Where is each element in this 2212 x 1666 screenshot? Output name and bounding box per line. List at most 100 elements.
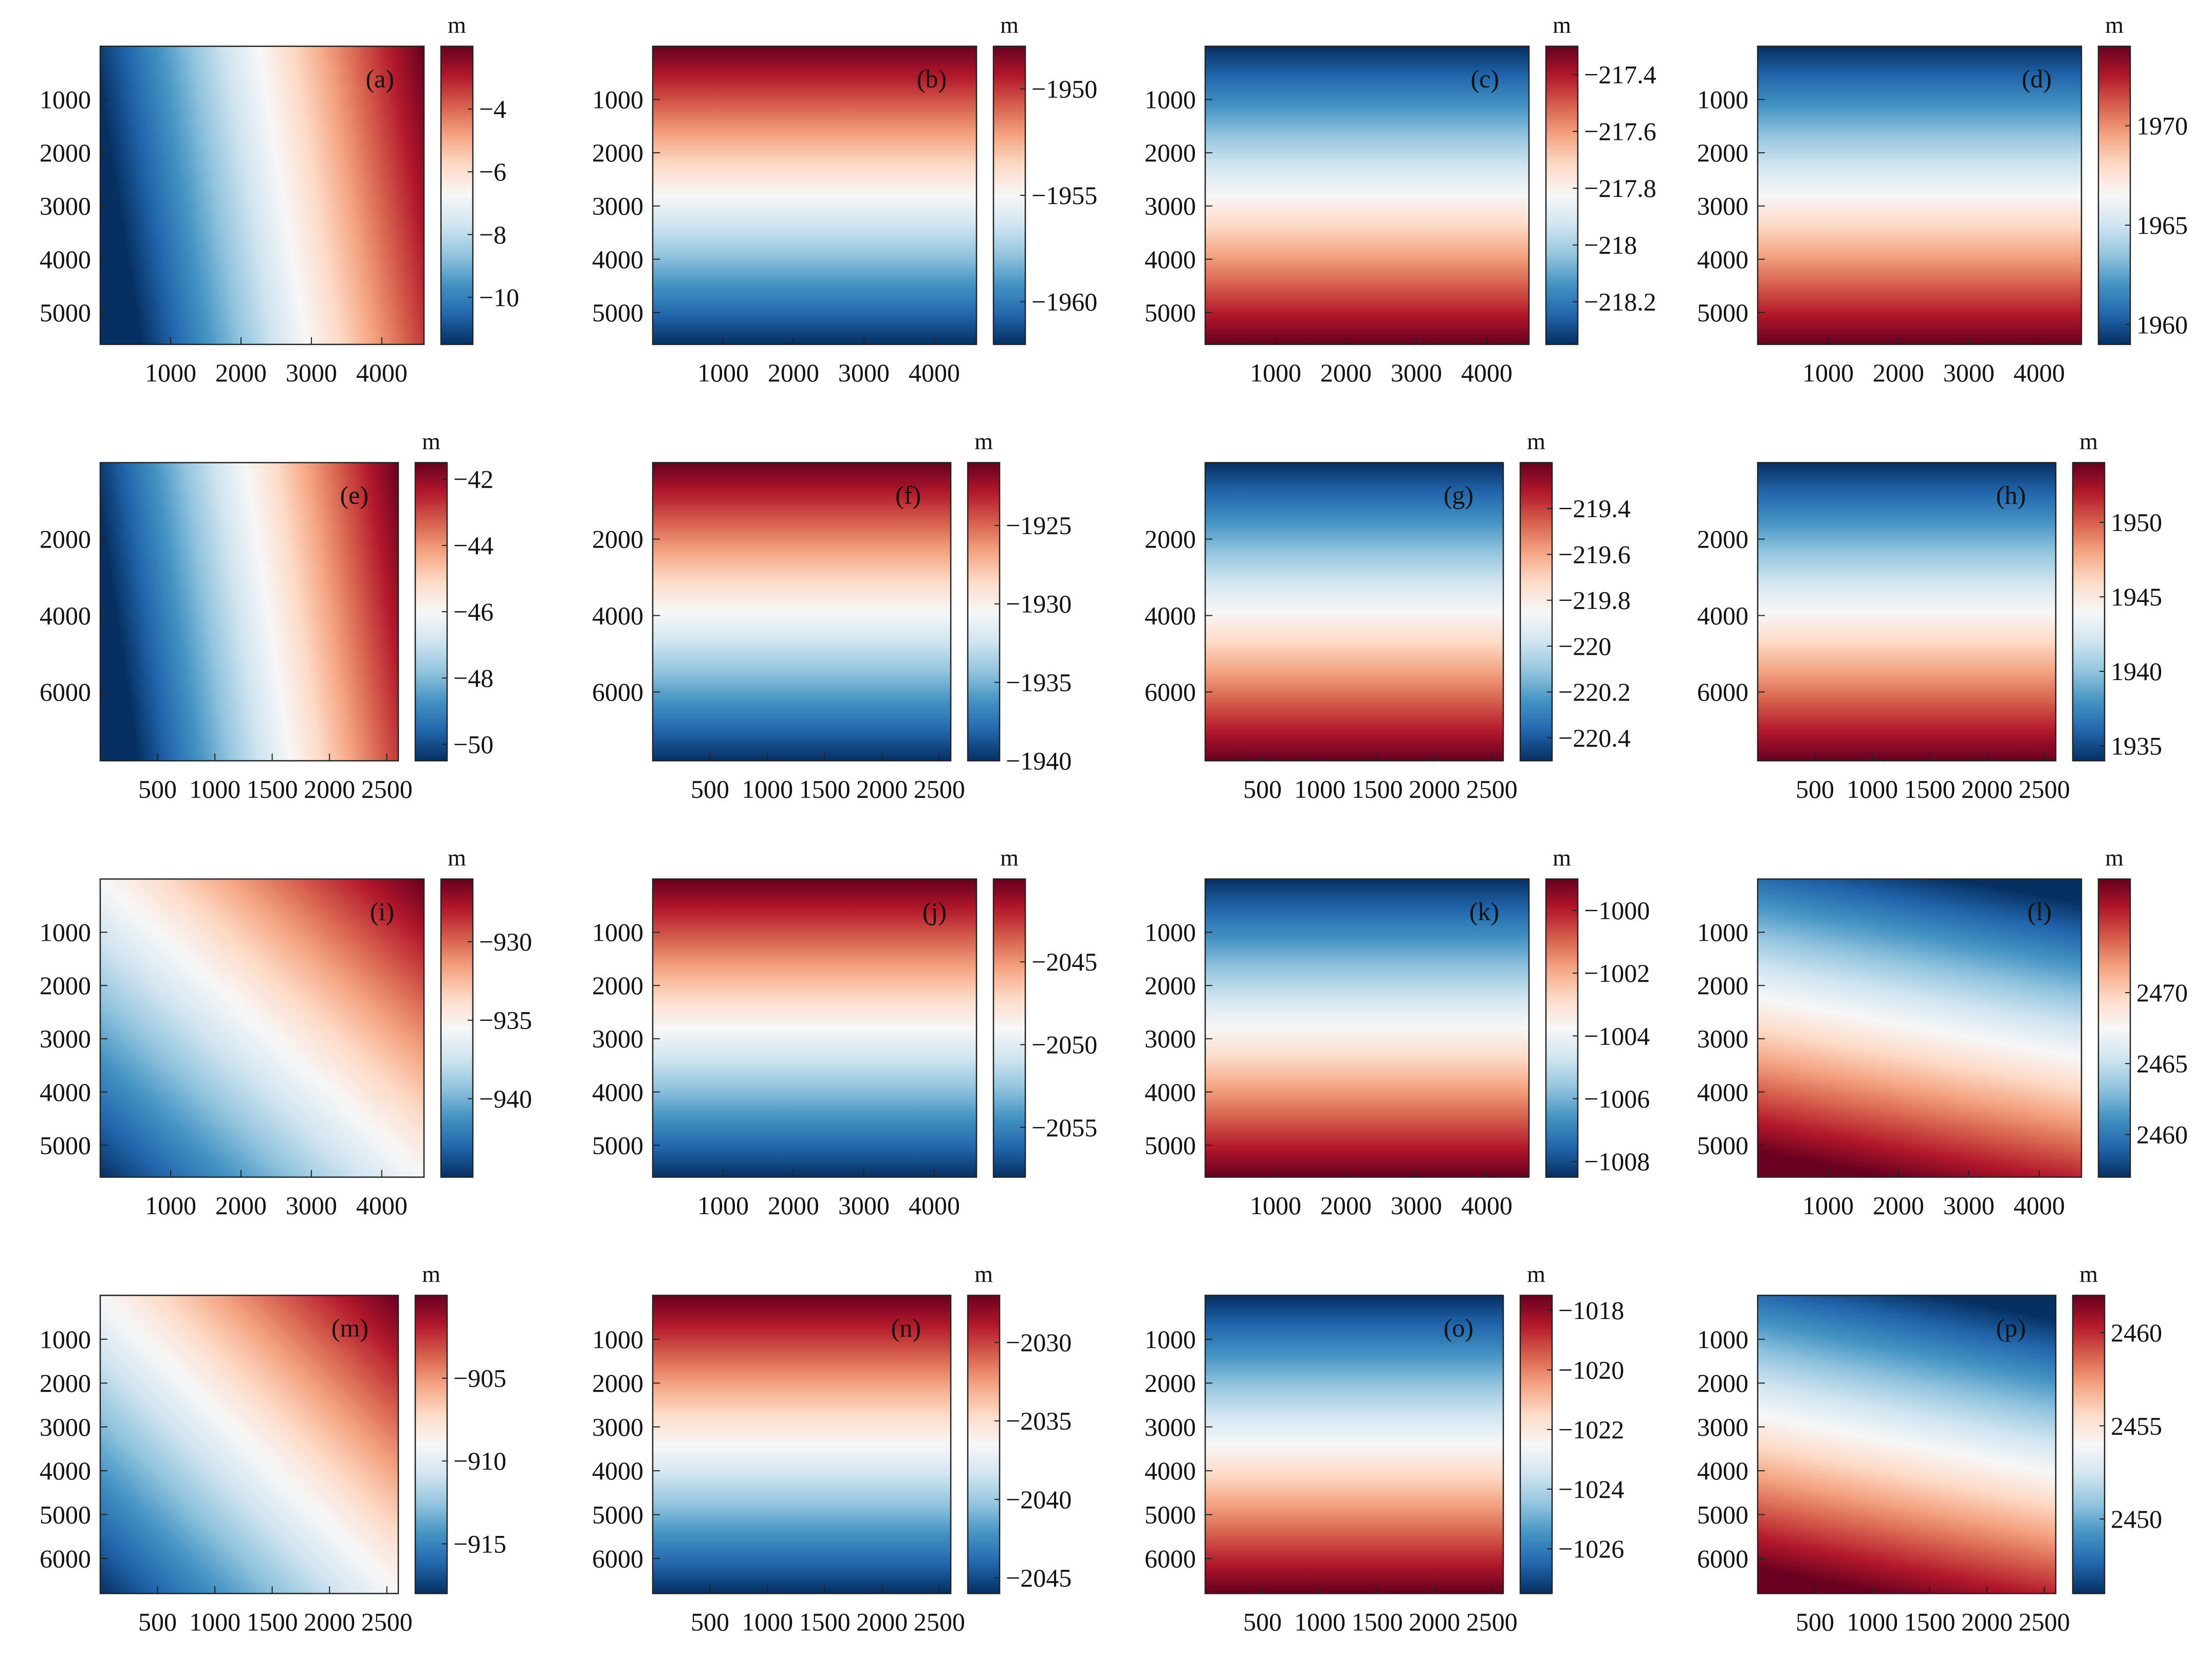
x-tick-label-o: 1000 [1294,1607,1345,1636]
y-tick-label-o: 2000 [1145,1369,1196,1398]
unit-label-p: m [2079,1261,2098,1287]
heatmap-f [653,463,951,761]
panel-label-c: (c) [1471,64,1500,93]
colorbar-p [2073,1295,2105,1594]
y-tick-label-f: 6000 [592,678,643,706]
x-tick-label-g: 1500 [1352,775,1403,803]
colorbar-e [415,463,447,761]
x-tick-label-p: 1000 [1847,1607,1898,1636]
y-tick-label-l: 2000 [1697,971,1748,1000]
x-tick-label-h: 1000 [1847,775,1898,803]
x-tick-label-c: 4000 [1461,358,1513,387]
x-tick-label-a: 2000 [215,358,267,387]
cbar-tick-label-f: −1925 [1006,511,1072,540]
cbar-tick-label-j: −2055 [1031,1113,1097,1142]
x-tick-label-k: 2000 [1320,1191,1372,1220]
y-tick-label-m: 3000 [40,1413,91,1441]
cbar-tick-label-p: 2450 [2111,1505,2162,1533]
colorbar-f [968,463,1000,761]
cbar-tick-label-e: −50 [453,730,493,759]
y-tick-label-e: 4000 [40,601,91,630]
unit-label-g: m [1527,428,1545,454]
x-tick-label-h: 1500 [1904,775,1956,803]
x-tick-label-f: 2500 [914,775,965,803]
panel-n: (n)500 1000 1500 2000 2500100020003000400050… [592,1261,1072,1636]
x-tick-label-o: 2000 [1409,1607,1460,1636]
x-tick-label-p: 2000 [1961,1607,2013,1636]
cbar-tick-label-k: −1006 [1584,1084,1650,1113]
panel-e: (e)500 1000 1500 2000 2500200040006000−50−48… [40,428,493,803]
x-tick-label-m: 1000 [189,1607,241,1636]
cbar-tick-label-j: −2050 [1031,1030,1097,1059]
x-tick-label-i: 2000 [215,1191,267,1220]
y-tick-label-n: 3000 [592,1413,643,1441]
plot-frame-c [1204,45,1530,345]
x-tick-label-b: 1000 [697,358,749,387]
plot-frame-g [1204,462,1504,762]
panel-f: (f)500 1000 1500 2000 2500200040006000−1940−… [592,428,1072,803]
panel-label-f: (f) [895,481,921,509]
colorbar-l [2098,879,2130,1177]
x-tick-label-b: 2000 [768,358,819,387]
heatmap-e [100,463,398,761]
y-tick-label-l: 3000 [1697,1024,1748,1053]
y-tick-label-a: 5000 [40,298,91,327]
heatmap-i [100,879,424,1177]
cbar-tick-label-a: −6 [479,157,506,186]
y-tick-label-d: 3000 [1697,192,1748,221]
y-tick-label-d: 1000 [1697,85,1748,114]
y-tick-label-h: 2000 [1697,525,1748,554]
panel-label-e: (e) [340,481,369,509]
panel-l: (l) 1000 2000 3000 4000 1000 2000 3000 4000 5000 2… [1697,845,2188,1220]
y-tick-label-l: 4000 [1697,1077,1748,1106]
cbar-tick-label-n: −2030 [1006,1328,1072,1357]
y-tick-label-n: 6000 [592,1544,643,1573]
x-tick-label-m: 2500 [361,1607,413,1636]
y-tick-label-c: 5000 [1145,298,1196,327]
plot-frame-d [1757,45,2082,345]
y-tick-label-c: 4000 [1145,245,1196,273]
y-tick-label-c: 1000 [1145,85,1196,114]
cbar-tick-label-n: −2045 [1006,1563,1072,1592]
x-tick-label-l: 3000 [1943,1191,1995,1220]
x-tick-label-d: 2000 [1873,358,1924,387]
colorbar-c [1546,46,1578,344]
x-tick-label-d: 3000 [1943,358,1995,387]
colorbar-frame-g [1519,462,1553,762]
x-tick-label-n: 2000 [856,1607,908,1636]
x-tick-label-g: 1000 [1294,775,1345,803]
colorbar-frame-c [1545,45,1579,345]
x-tick-label-j: 4000 [909,1191,960,1220]
x-tick-label-n: 1500 [799,1607,851,1636]
x-tick-label-f: 2000 [856,775,908,803]
cbar-tick-label-g: −219.8 [1558,586,1631,615]
cbar-tick-label-i: −940 [479,1084,532,1113]
cbar-tick-label-o: −1026 [1558,1534,1624,1563]
y-tick-label-f: 4000 [592,601,643,630]
plot-frame-m [99,1294,399,1595]
y-tick-label-j: 2000 [592,971,643,1000]
y-tick-label-n: 2000 [592,1369,643,1398]
y-tick-label-b: 3000 [592,192,643,221]
unit-label-d: m [2105,12,2124,38]
unit-label-a: m [448,12,466,38]
unit-label-b: m [1000,12,1019,38]
heatmap-g [1205,463,1503,761]
x-tick-label-a: 4000 [356,358,408,387]
colorbar-frame-l [2097,878,2131,1178]
cbar-tick-label-c: −217.6 [1584,117,1656,146]
panel-d: (d) 1000 2000 3000 4000 1000 2000 3000 4000 5000 1… [1697,12,2188,387]
unit-label-m: m [422,1261,440,1287]
plot-frame-i [99,878,425,1178]
x-tick-label-g: 2000 [1409,775,1460,803]
cbar-tick-label-h: 1945 [2111,582,2162,611]
unit-label-k: m [1553,845,1571,871]
y-tick-label-o: 1000 [1145,1325,1196,1353]
y-tick-label-h: 6000 [1697,678,1748,706]
x-tick-label-b: 3000 [838,358,890,387]
x-tick-label-f: 1500 [799,775,851,803]
cbar-tick-label-k: −1004 [1584,1021,1650,1050]
y-tick-label-p: 1000 [1697,1325,1748,1353]
x-tick-label-d: 4000 [2014,358,2065,387]
